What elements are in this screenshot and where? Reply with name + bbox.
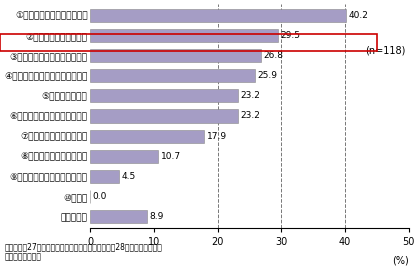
Text: 10.7: 10.7 — [161, 152, 181, 161]
Bar — [91, 69, 255, 82]
Bar — [91, 29, 278, 42]
Text: 資料：平成27年度「内なる国際化研究会」報告書（28年３月）から経済
　　産業省作成。: 資料：平成27年度「内なる国際化研究会」報告書（28年３月）から経済 産業省作成… — [4, 242, 162, 262]
Text: (%): (%) — [392, 255, 409, 265]
Bar — [91, 89, 238, 103]
Text: 0.0: 0.0 — [93, 192, 107, 201]
Bar — [91, 49, 261, 62]
Text: 40.2: 40.2 — [349, 11, 369, 20]
Text: (n=118): (n=118) — [365, 45, 406, 56]
Bar — [91, 109, 238, 123]
Bar — [91, 210, 147, 223]
Text: 4.5: 4.5 — [122, 172, 136, 181]
Text: 29.5: 29.5 — [281, 31, 301, 40]
Bar — [91, 150, 158, 163]
Bar — [91, 9, 346, 22]
Text: 17.9: 17.9 — [207, 132, 227, 141]
Text: 26.8: 26.8 — [264, 51, 284, 60]
Text: 8.9: 8.9 — [150, 212, 164, 221]
Text: 23.2: 23.2 — [241, 112, 261, 120]
Text: 25.9: 25.9 — [258, 71, 278, 80]
Bar — [91, 129, 204, 143]
Text: 23.2: 23.2 — [241, 91, 261, 100]
Bar — [91, 170, 119, 183]
